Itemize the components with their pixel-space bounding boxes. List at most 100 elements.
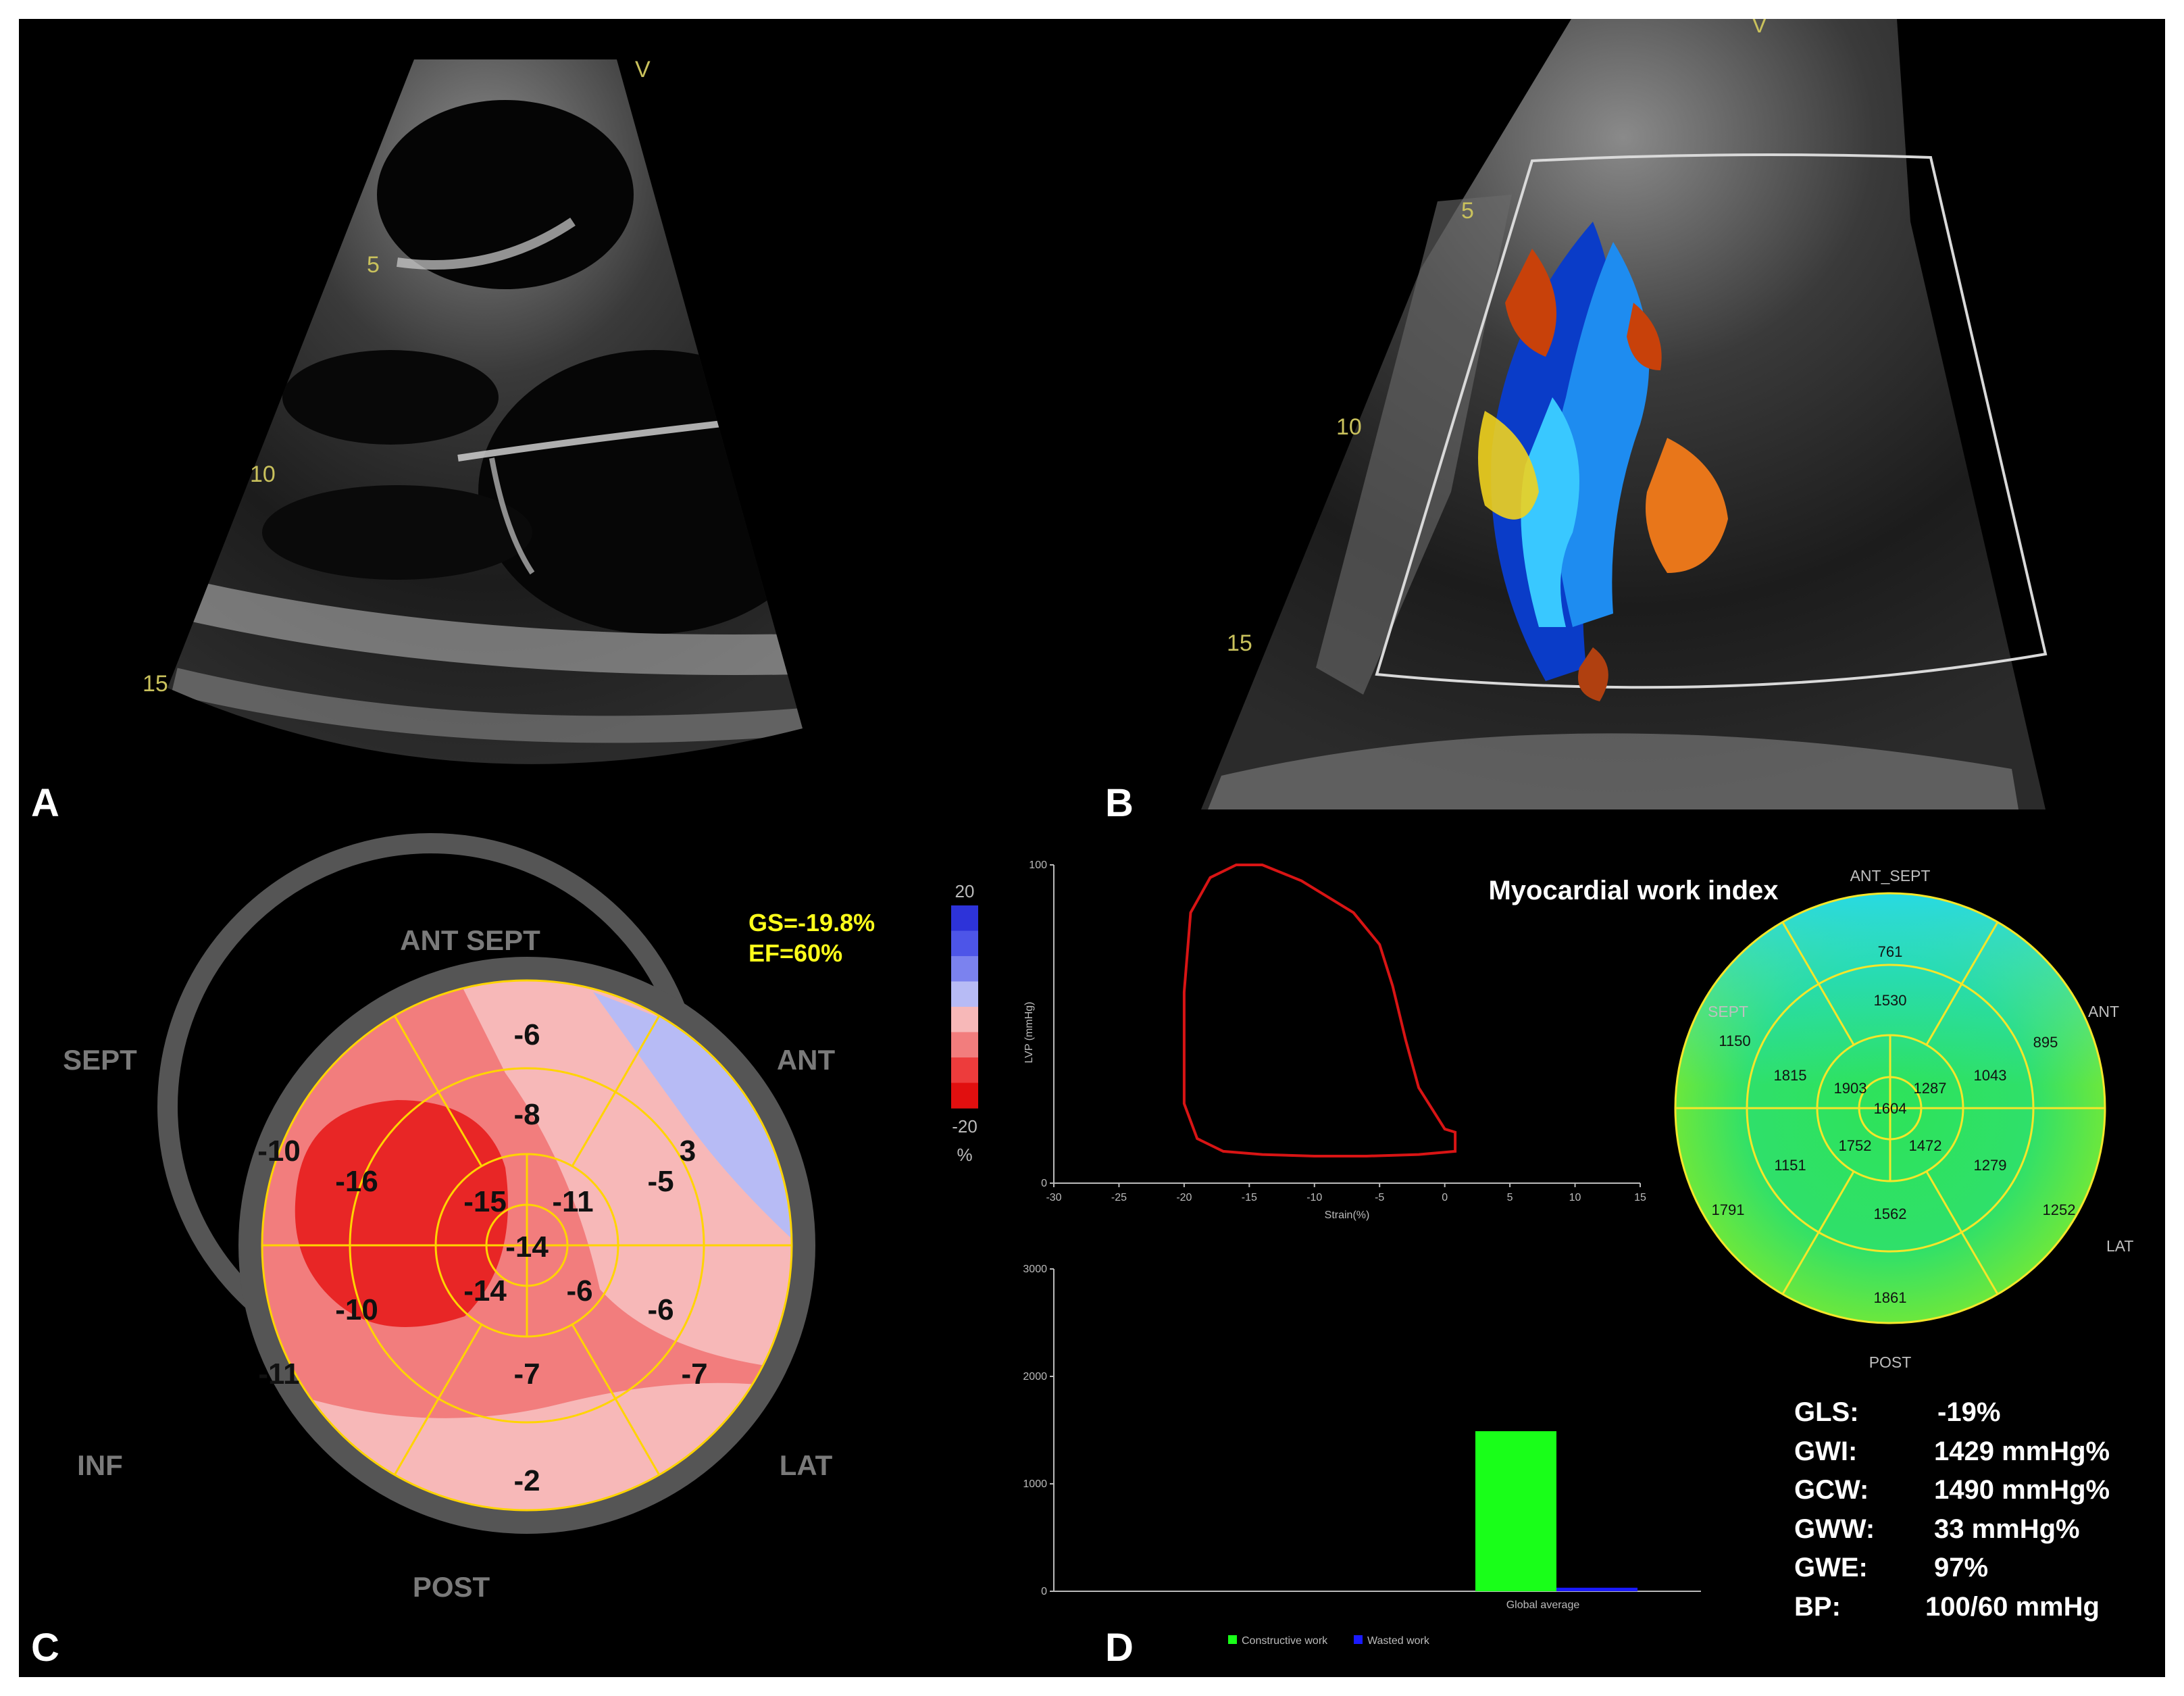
wall-label-lat: LAT [780,1449,833,1481]
mwi-basal-tr: 895 [2033,1034,2058,1051]
wall-label-inf: INF [77,1449,123,1481]
scale-swatch [951,1032,978,1058]
loop-x-tick-label: -30 [1046,1192,1061,1203]
bar-wasted-work [1556,1587,1637,1591]
mwi-basal-top: 761 [1878,943,1903,960]
ejection-fraction-value: EF=60% [748,939,842,967]
metric-label-gcw: GCW: [1794,1475,1869,1505]
depth-5-b: 5 [1461,198,1474,224]
segment-mid-ant: -5 [647,1165,674,1198]
loop-x-tick-label: 15 [1634,1192,1646,1203]
loop-y-label: LVP (mmHg) [1023,1002,1035,1064]
metric-label-gwe: GWE: [1794,1553,1868,1582]
depth-5-a: 5 [367,252,380,278]
metric-value-gwi: 1429 mmHg% [1934,1437,2110,1466]
mwi-wall-ant: ANT [2088,1003,2119,1020]
loop-x-tick-label: -10 [1306,1192,1322,1203]
segment-apical-lat: -6 [566,1274,592,1307]
mwi-basal-tl: 1150 [1719,1032,1750,1049]
panel-letter-a: A [31,781,59,825]
scale-unit-label: % [957,1145,972,1165]
panel-letter-c: C [31,1626,59,1670]
segment-basal-sept: -10 [257,1134,301,1168]
bar-y-tick-label: 2000 [1023,1371,1047,1382]
scale-swatch [951,905,978,931]
scale-swatch [951,956,978,982]
loop-x-tick-label: -5 [1375,1192,1384,1203]
mwi-wall-ant-sept: ANT_SEPT [1850,867,1931,884]
color-doppler-box [1375,153,2048,689]
marker-v-a: V [635,57,651,82]
scale-swatch [951,1057,978,1083]
wall-label-ant: ANT [777,1044,836,1076]
bar-y-ticks: 0 1000 2000 3000 [1023,1264,1054,1597]
bar-y-tick-label: 3000 [1023,1264,1047,1275]
bar-category-label: Global average [1506,1599,1580,1611]
loop-x-tick-label: 0 [1442,1192,1448,1203]
legend-swatch-wasted [1354,1635,1363,1644]
mwi-mid-bl: 1151 [1774,1157,1806,1174]
legend-swatch-constructive [1228,1635,1237,1644]
metric-value-gww: 33 mmHg% [1934,1514,2080,1544]
metric-value-bp: 100/60 mmHg [1925,1592,2100,1622]
mwi-apex: 1604 [1874,1100,1907,1117]
scale-bottom-label: -20 [952,1116,977,1137]
metric-label-gls: GLS: [1794,1397,1859,1427]
echo-structures-a [171,100,803,743]
scale-swatch [951,930,978,957]
mwi-apical-br: 1472 [1909,1137,1942,1154]
mwi-mid-br: 1279 [1974,1157,2007,1174]
global-strain-value: GS=-19.8% [748,909,875,937]
doppler-jet [1478,222,1728,701]
segment-basal-ant: 3 [680,1134,696,1168]
wall-label-sept: SEPT [63,1044,137,1076]
segment-basal-ant-sept: -6 [513,1018,540,1051]
bar-marks [1475,1431,1637,1591]
panel-letter-d: D [1105,1626,1134,1670]
mwi-wall-post: POST [1869,1353,1912,1371]
loop-x-tick-label: -20 [1176,1192,1192,1203]
metric-label-gwi: GWI: [1794,1437,1857,1466]
mwi-mid-tr: 1043 [1974,1067,2007,1084]
mwi-apical-tr: 1287 [1914,1080,1947,1097]
mwi-wall-sept: SEPT [1708,1003,1748,1020]
loop-x-label: Strain(%) [1325,1209,1370,1221]
loop-x-ticks: -30 -25 -20 -15 -10 -5 0 5 10 15 [1046,1183,1646,1203]
mwi-mid-tl: 1815 [1774,1067,1807,1084]
depth-15-b: 15 [1227,630,1252,656]
loop-x-tick-label: 5 [1507,1192,1513,1203]
metric-value-gcw: 1490 mmHg% [1934,1475,2110,1505]
loop-x-tick-label: -15 [1242,1192,1257,1203]
depth-10-b: 10 [1336,414,1362,440]
strain-color-scale [951,905,978,1109]
figure-frame: V 5 10 15 A V 5 10 15 B [19,19,2165,1677]
panel-b-echo: V 5 10 15 B [1105,19,2048,825]
segment-basal-post: -2 [513,1464,540,1497]
mwi-basal-bottom: 1861 [1874,1289,1907,1306]
segment-mid-ant-sept: -8 [513,1098,540,1131]
echo-bright-wall-b [1316,195,1512,695]
scale-swatch [951,1082,978,1109]
panel-a-echo: V 5 10 15 A [31,57,803,825]
mwi-mid-top: 1530 [1874,992,1907,1009]
mwi-bullseye: 761 895 1252 1861 1791 1150 1530 1043 12… [1674,892,2106,1324]
mwi-apical-tl: 1903 [1834,1080,1867,1097]
segment-mid-post: -7 [513,1357,540,1391]
mwi-wall-lat: LAT [2106,1237,2133,1255]
mwi-mid-bottom: 1562 [1874,1205,1907,1222]
scale-swatch [951,981,978,1007]
metric-label-gww: GWW: [1794,1514,1875,1544]
wall-label-post: POST [413,1571,490,1603]
depth-15-a: 15 [143,671,168,697]
loop-x-tick-label: -25 [1111,1192,1127,1203]
loop-y-tick-label: 100 [1029,859,1047,871]
bar-y-tick-label: 0 [1041,1586,1047,1597]
marker-v-b: V [1752,19,1767,38]
segment-basal-inf: -11 [258,1357,299,1391]
scale-swatch [951,1007,978,1032]
loop-x-tick-label: 10 [1569,1192,1581,1203]
mwi-title: Myocardial work index [1488,876,1778,905]
mwi-basal-bl: 1791 [1712,1201,1745,1218]
segment-apical-inf: -14 [463,1274,507,1307]
loop-y-ticks: 0 100 [1029,859,1054,1189]
